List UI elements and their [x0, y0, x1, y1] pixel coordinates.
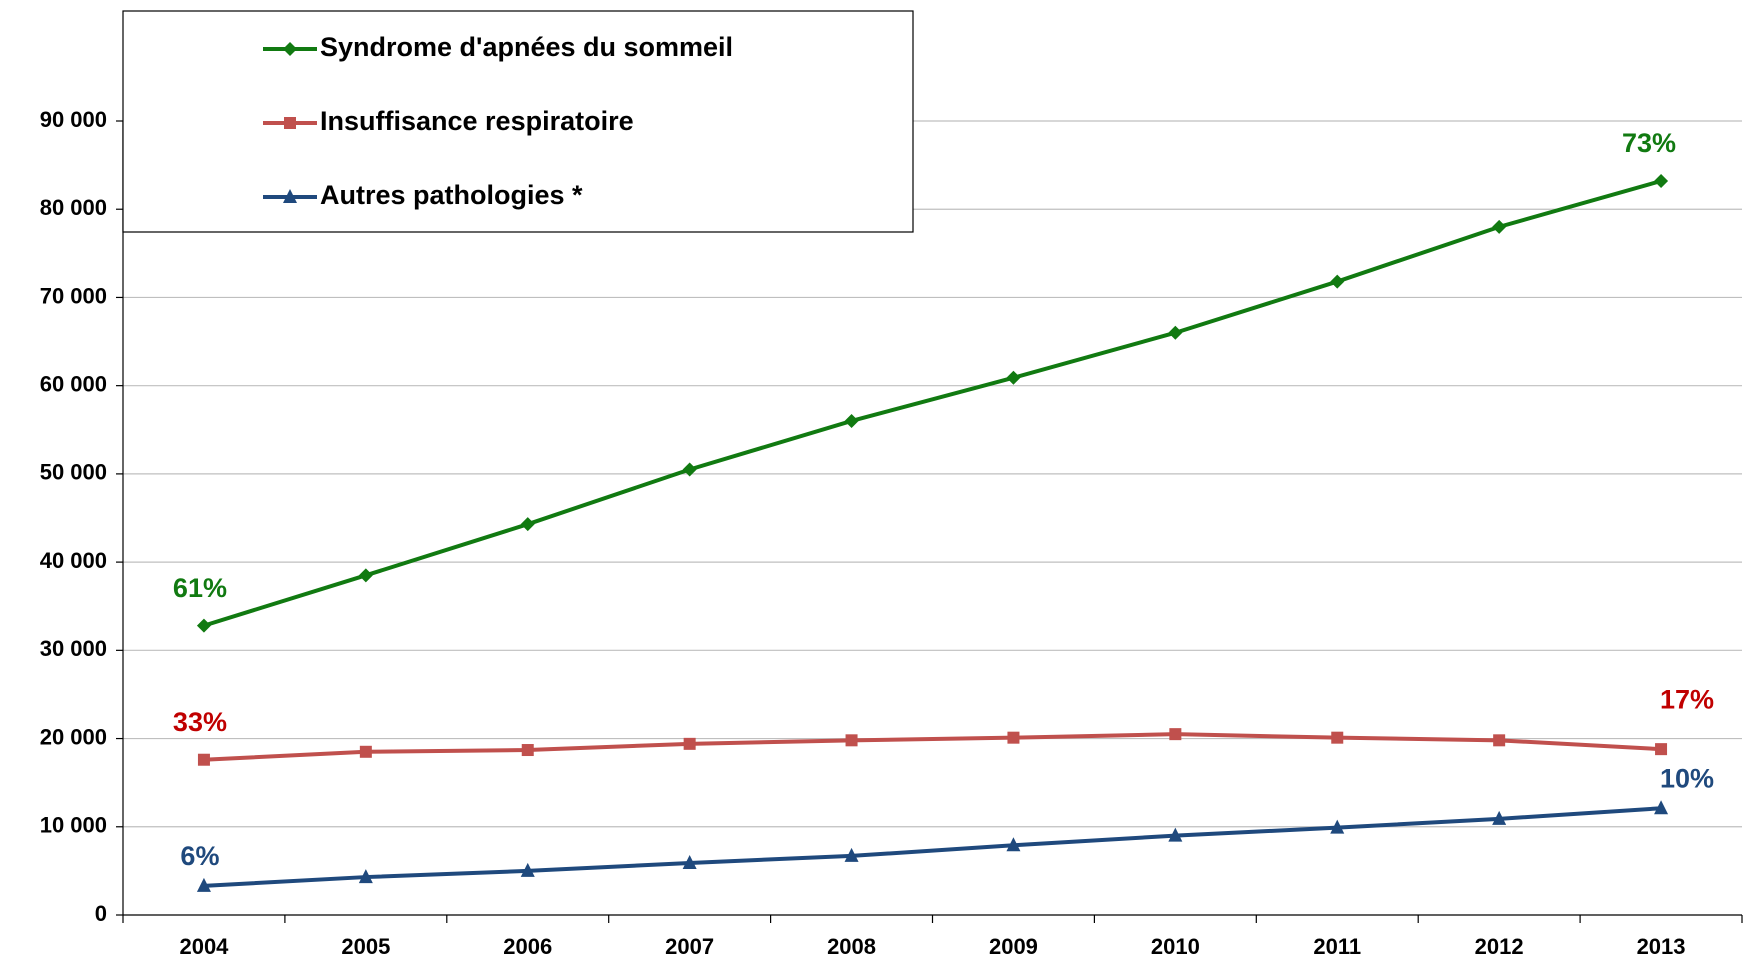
share-label: 6%: [180, 841, 219, 871]
x-tick-label: 2004: [179, 934, 229, 959]
marker: [521, 744, 534, 757]
marker: [1169, 728, 1182, 741]
share-label: 61%: [173, 573, 227, 603]
marker: [1493, 734, 1506, 747]
share-label: 33%: [173, 707, 227, 737]
marker: [520, 517, 535, 532]
marker: [196, 877, 211, 892]
marker: [283, 189, 297, 203]
marker: [1331, 731, 1344, 744]
marker: [1654, 173, 1669, 188]
series-line: [203, 179, 1662, 628]
y-tick-label: 50 000: [40, 460, 107, 485]
marker: [1168, 827, 1183, 842]
marker: [358, 568, 373, 583]
legend-label: Syndrome d'apnées du sommeil: [320, 32, 733, 62]
x-tick-label: 2009: [989, 934, 1038, 959]
marker: [1330, 819, 1345, 834]
legend: Syndrome d'apnées du sommeil Insuffisance…: [122, 10, 914, 233]
y-tick-label: 60 000: [40, 371, 107, 396]
legend-label: Insuffisance respiratoire: [320, 106, 634, 136]
x-tick-label: 2013: [1637, 934, 1686, 959]
marker: [197, 753, 210, 766]
marker: [359, 745, 372, 758]
marker: [358, 869, 373, 884]
marker: [1492, 219, 1507, 234]
x-tick-label: 2006: [503, 934, 552, 959]
x-tick-label: 2011: [1313, 934, 1361, 959]
y-tick-label: 0: [95, 901, 107, 926]
marker: [844, 413, 859, 428]
y-tick-label: 80 000: [40, 195, 107, 220]
series-line: [203, 732, 1662, 762]
marker: [682, 854, 697, 869]
marker: [1654, 800, 1669, 815]
marker: [844, 847, 859, 862]
marker: [845, 734, 858, 747]
x-tick-label: 2012: [1475, 934, 1524, 959]
y-tick-label: 20 000: [40, 724, 107, 749]
marker: [1330, 274, 1345, 289]
marker: [683, 737, 696, 750]
marker: [196, 618, 211, 633]
share-label: 10%: [1660, 763, 1714, 793]
y-tick-label: 30 000: [40, 636, 107, 661]
y-tick-label: 10 000: [40, 813, 107, 838]
marker: [1492, 810, 1507, 825]
marker: [1006, 370, 1021, 385]
series-line: [203, 806, 1662, 888]
x-tick-label: 2008: [827, 934, 876, 959]
marker: [1006, 837, 1021, 852]
x-tick-label: 2005: [341, 934, 390, 959]
legend-label: Autres pathologies *: [320, 180, 583, 210]
marker: [284, 117, 296, 129]
y-tick-label: 40 000: [40, 548, 107, 573]
marker: [283, 42, 297, 56]
x-tick-label: 2007: [665, 934, 714, 959]
x-tick-label: 2010: [1151, 934, 1200, 959]
marker: [1007, 731, 1020, 744]
legend-box: [122, 10, 914, 233]
marker: [1168, 325, 1183, 340]
marker: [682, 462, 697, 477]
share-label: 73%: [1622, 128, 1676, 158]
y-tick-label: 90 000: [40, 107, 107, 132]
marker: [520, 862, 535, 877]
y-tick-label: 70 000: [40, 283, 107, 308]
marker: [1655, 743, 1668, 756]
share-label: 17%: [1660, 684, 1714, 714]
